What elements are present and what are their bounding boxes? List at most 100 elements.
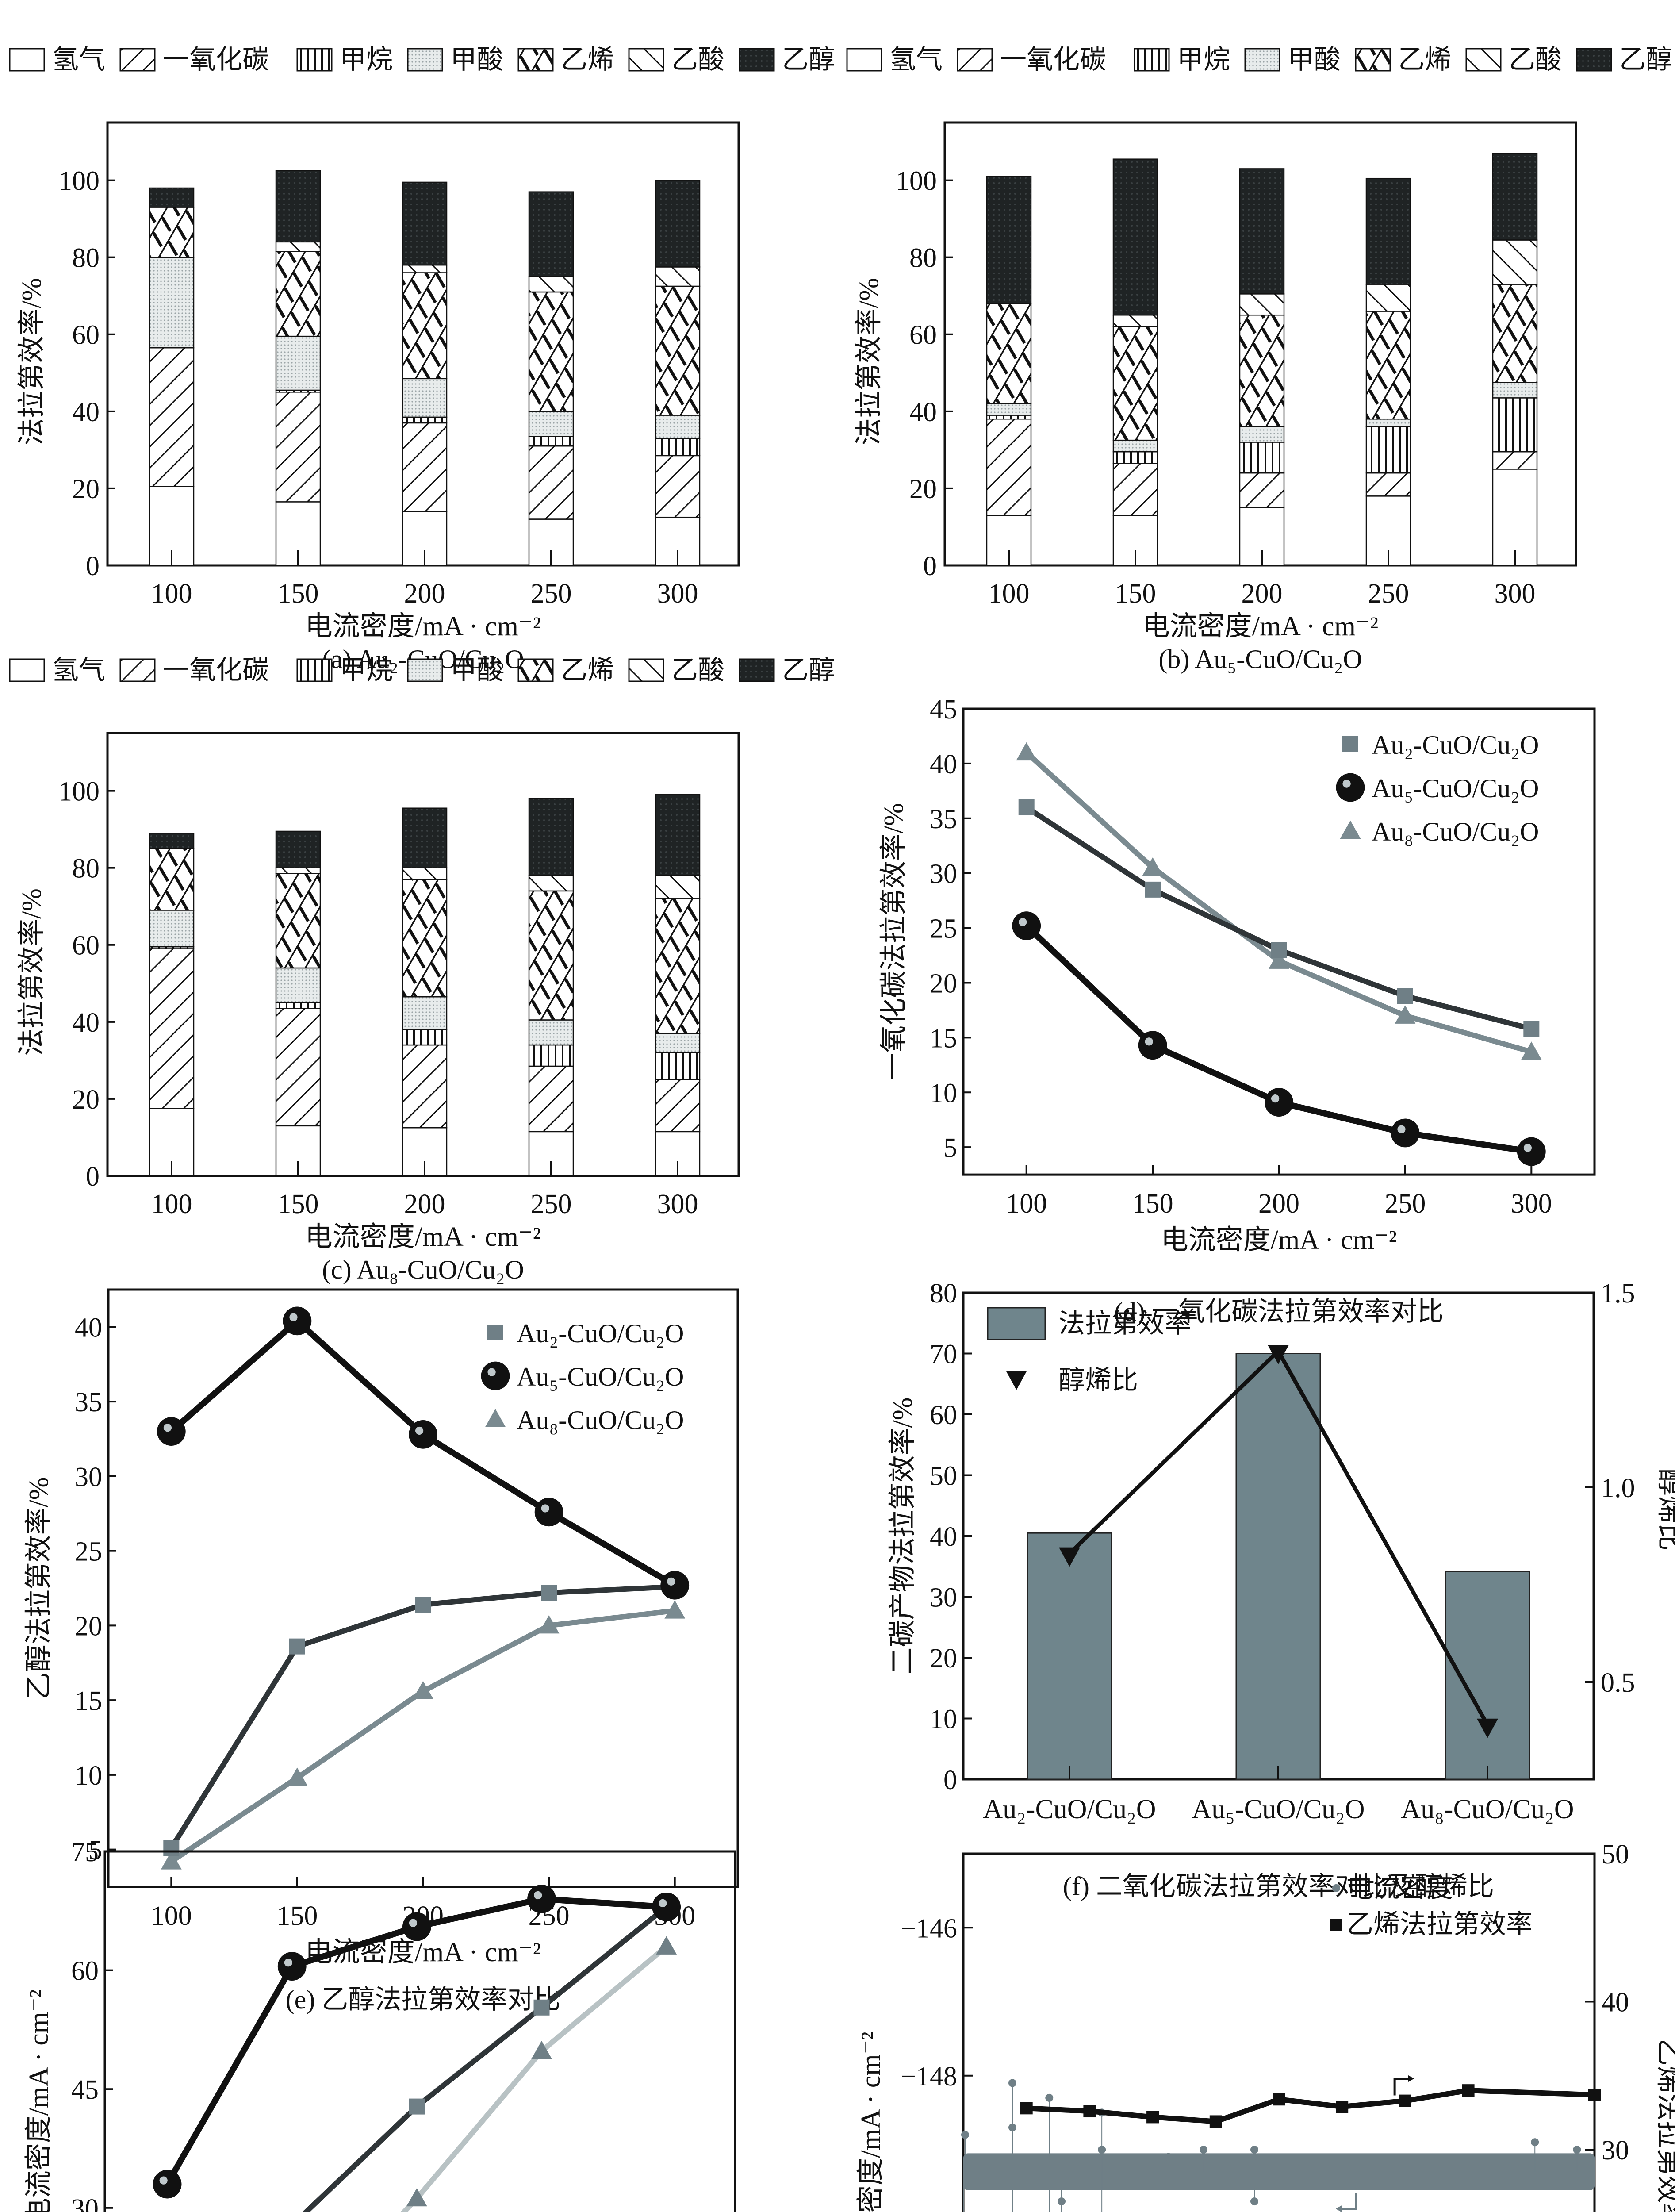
ethylene-fe-point: [1146, 2111, 1159, 2124]
data-point: [660, 1571, 690, 1600]
bar-segment-acoh: [655, 875, 701, 899]
current-density-point: [1008, 2079, 1016, 2087]
current-density-point: [961, 2131, 969, 2139]
legend-item: 乙醇: [739, 656, 835, 685]
panel-d-co-fe-comparison: 5 10 15 20 25 30 35 40 45 100 150 200 250 300 Au₂-CuO/…: [837, 611, 1675, 1326]
legend-swatch: [1244, 48, 1280, 72]
legend-swatch: [9, 658, 45, 682]
bar-segment-acoh: [655, 266, 701, 287]
data-point: [533, 1999, 550, 2016]
y-tick-label: 80: [72, 854, 100, 884]
legend-item: 乙醇: [1576, 45, 1672, 74]
bar-stack: [149, 833, 195, 1177]
bar-stack: [275, 170, 321, 566]
data-point: [1397, 988, 1413, 1004]
x-tick-label: 150: [278, 579, 319, 609]
arrow-left-icon: [1342, 2193, 1357, 2210]
legend-item: 氢气: [9, 45, 105, 74]
x-tick-label: 250: [1368, 579, 1409, 609]
bar-segment-acoh: [1492, 239, 1538, 285]
legend-label: Au₂-CuO/Cu₂O: [517, 1319, 684, 1348]
legend-label: 乙烯: [561, 45, 614, 74]
ethylene-fe-point: [1588, 2089, 1601, 2101]
legend-swatch: [517, 658, 554, 682]
y-tick-label: 100: [896, 166, 937, 196]
data-point: [409, 2098, 425, 2115]
chart-g: 01530456075−0.7−0.8−0.9−1.0−1.1Au₂-CuO/C…: [24, 1837, 736, 2212]
data-point-highlight: [409, 1919, 418, 1927]
bar-segment-co: [1365, 472, 1411, 497]
bar-segment-ch4: [1112, 451, 1158, 464]
legend-marker: [481, 1361, 510, 1390]
bar-segment-acoh: [402, 867, 448, 880]
x-tick-label: 100: [151, 579, 192, 609]
legend-marker: [1342, 736, 1358, 752]
y-tick-label: 100: [58, 166, 100, 196]
panel-g-ethanol-partial-current: 01530456075−0.7−0.8−0.9−1.0−1.1Au₂-CuO/C…: [0, 1796, 837, 2212]
y-tick-label: 75: [71, 1837, 99, 1867]
legend-item: 甲酸: [407, 656, 503, 685]
y-axis-label: 乙醇法拉第效率/%: [24, 1477, 54, 1700]
y-axis-label: 法拉第效率/%: [17, 278, 47, 445]
data-point: [289, 1638, 305, 1655]
legend-label: 乙醇: [782, 45, 835, 74]
legend-swatch: [1355, 48, 1391, 72]
data-point: [1391, 1118, 1420, 1148]
bar-segment-co: [1492, 451, 1538, 470]
bar-segment-c2h4: [1112, 326, 1158, 441]
bar-segment-hcooh: [149, 257, 195, 349]
y-axis-label: 电流密度/mA · cm⁻²: [856, 2032, 886, 2212]
legend-item: 甲酸: [1244, 45, 1341, 74]
y-tick-label: 15: [930, 1023, 957, 1053]
bar-segment-hcooh: [1239, 426, 1285, 443]
bar-stack: [986, 176, 1032, 566]
bar: [1027, 1532, 1112, 1780]
bar-stack: [655, 794, 701, 1177]
data-point-highlight: [534, 1891, 542, 1900]
y-tick-label: 20: [930, 1644, 957, 1674]
bar-segment-etoh: [528, 191, 574, 277]
data-point: [402, 1912, 431, 1941]
legend-item: 一氧化碳: [119, 45, 269, 74]
ethylene-fe-point: [1083, 2105, 1096, 2118]
bar-segment-acoh: [1365, 284, 1411, 312]
legend: 氢气 一氧化碳 甲烷 甲酸 乙烯 乙酸 乙醇: [9, 45, 835, 74]
current-density-point: [1200, 2146, 1208, 2154]
y-tick-label: 10: [75, 1761, 102, 1791]
x-tick-label: 250: [1384, 1189, 1426, 1219]
bar-segment-co: [402, 422, 448, 512]
y-tick-label: 40: [930, 1522, 957, 1552]
data-point-highlight: [415, 1426, 424, 1435]
legend-marker: [1340, 820, 1361, 839]
legend-label: 甲烷: [340, 656, 393, 685]
data-point: [538, 1615, 560, 1634]
x-tick-label: 100: [151, 1189, 192, 1219]
ratio-point: [1268, 1345, 1289, 1364]
data-point-highlight: [659, 1899, 667, 1908]
chart-f: 0 10 20 30 40 50 60 70 80 0.5 1.0 1.5 Au₂-CuO/Cu₂O Au…: [888, 1279, 1675, 1901]
legend-label: 乙醇: [782, 656, 835, 685]
y-tick-label: 25: [930, 914, 957, 944]
arrow-right-icon: [1393, 2077, 1408, 2096]
series-au2: [302, 1899, 675, 2212]
legend-marker: [487, 1325, 503, 1340]
y-tick-label: 10: [930, 1705, 957, 1735]
chart-c: 氢气 一氧化碳 甲烷 甲酸 乙烯 乙酸 乙醇 0 20 40 60 80 100 100 150 200 250…: [9, 656, 835, 1284]
data-point-highlight: [1271, 1094, 1280, 1103]
legend-swatch: [296, 48, 333, 72]
bar-segment-co: [986, 418, 1032, 516]
y-right-tick-label: 40: [1602, 1988, 1629, 2018]
x-tick-label: 300: [1495, 579, 1536, 609]
bar-stack: [1365, 177, 1411, 566]
series-line: [168, 1317, 678, 1589]
bar-segment-etoh: [275, 170, 321, 243]
y-tick-label: 0: [86, 1162, 100, 1192]
legend-label: Au₈-CuO/Cu₂O: [517, 1406, 684, 1435]
legend-label: 乙酸: [671, 45, 724, 74]
series-current-density: [961, 2079, 1595, 2212]
y-tick-label: 45: [71, 2075, 99, 2105]
y-tick-label: 30: [71, 2194, 99, 2212]
current-density-point: [1573, 2146, 1581, 2154]
y-axis-label: 乙醇分电流密度/mA · cm⁻²: [24, 1989, 54, 2212]
bar-segment-etoh: [528, 798, 574, 876]
